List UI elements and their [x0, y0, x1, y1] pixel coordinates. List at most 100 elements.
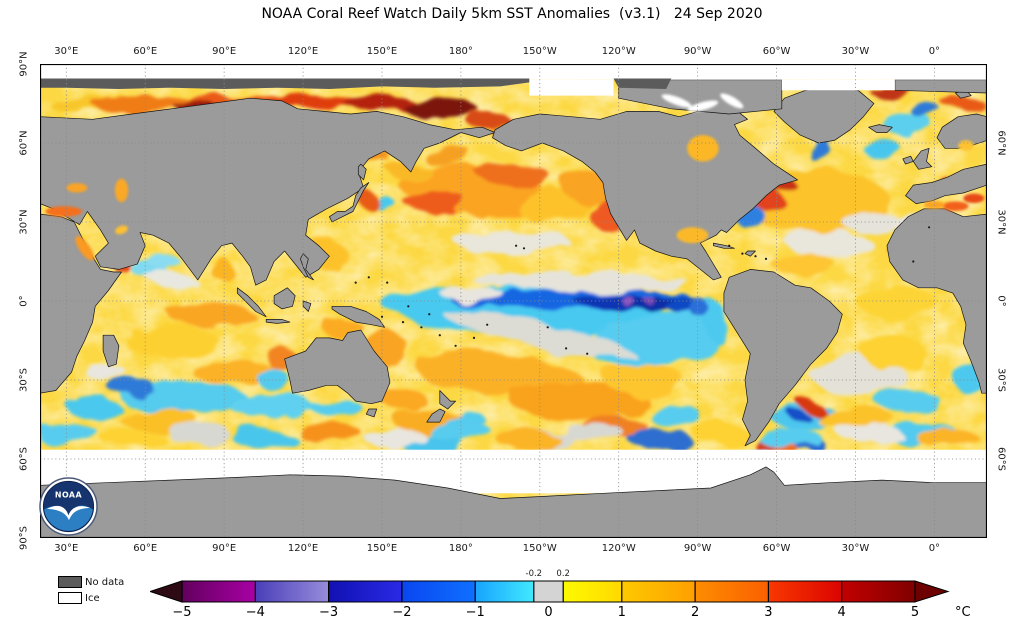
- colorbar-segment: [768, 581, 842, 602]
- anomaly-blob: [692, 423, 756, 442]
- y-tick-right: 60°N: [995, 130, 1007, 156]
- no-data-swatch: [58, 576, 82, 588]
- anomaly-blob: [466, 108, 509, 130]
- anomaly-blob: [455, 232, 572, 254]
- anomaly-blob: [876, 387, 940, 415]
- anomaly-blob: [796, 397, 826, 416]
- island-dot: [764, 257, 768, 260]
- anomaly-blob: [866, 139, 897, 158]
- y-tick-left: 90°N: [18, 51, 30, 77]
- land-australia: [284, 329, 391, 405]
- anomaly-blob: [758, 428, 822, 448]
- land-iceland: [868, 124, 893, 133]
- no-data-label: No data: [85, 576, 125, 588]
- land-hispaniola: [744, 250, 756, 257]
- inland-sea-blob: [720, 93, 744, 109]
- anomaly-blob: [650, 406, 703, 428]
- anomaly-blob: [939, 94, 982, 108]
- y-tick-left: 90°S: [18, 525, 30, 551]
- anomaly-blob: [363, 428, 427, 448]
- anomaly-blob: [205, 258, 233, 275]
- x-tick-top: 150°W: [522, 46, 557, 57]
- anomaly-blob: [915, 428, 980, 448]
- island-dot: [546, 326, 549, 329]
- anomaly-blob: [84, 364, 127, 380]
- inland-sea-blob: [958, 140, 974, 151]
- anomaly-blob: [308, 398, 361, 415]
- anomaly-blob: [642, 295, 653, 301]
- anomaly-blob: [626, 428, 690, 448]
- x-tick-top: 60°W: [762, 46, 791, 57]
- x-tick-top: 120°E: [287, 46, 319, 57]
- land-philippines: [300, 253, 314, 281]
- anomaly-blob: [855, 285, 935, 317]
- x-tick-top: 180°: [448, 46, 473, 57]
- colorbar-tick-label: −4: [246, 605, 265, 620]
- land-new-guinea: [331, 305, 385, 328]
- anomaly-blob: [689, 301, 711, 317]
- land-sumatra: [236, 287, 267, 318]
- anomaly-blob: [442, 309, 638, 361]
- anomaly-blob: [421, 148, 475, 165]
- x-tick-bottom: 60°W: [762, 543, 791, 554]
- legend-row-ice: Ice: [58, 590, 124, 606]
- ice-greenland-north-ice: [781, 79, 895, 91]
- ice-swatch: [58, 592, 82, 604]
- x-tick-bottom: 90°E: [212, 543, 237, 554]
- island-dot: [912, 260, 915, 263]
- colorbar-arrow-right: [914, 580, 950, 603]
- colorbar-tick-label: −5: [172, 605, 191, 620]
- x-tick-top: 120°W: [601, 46, 636, 57]
- land-europe-west: [905, 163, 987, 204]
- inland-sea-blob: [114, 178, 129, 203]
- anomaly-blob: [261, 372, 293, 394]
- inland-sea-blob: [687, 100, 719, 112]
- anomaly-blob: [108, 380, 156, 396]
- sst-anomaly-colorbar: −5 −4 −3 −2 −1 0 1 2 3 4 5 -0.2 0.2 °C: [148, 566, 990, 622]
- x-tick-top: 0°: [928, 46, 941, 57]
- anomaly-blob: [195, 361, 280, 388]
- ice-label: Ice: [85, 592, 100, 604]
- anomaly-blob: [771, 253, 835, 275]
- map-legend: No data Ice: [58, 574, 124, 606]
- anomaly-blob: [863, 337, 927, 370]
- land-africa-east: [40, 213, 122, 394]
- anomaly-blob: [229, 395, 314, 417]
- colorbar-inner-label: -0.2: [526, 569, 543, 579]
- colorbar-tick-label: 5: [911, 605, 919, 620]
- land-arctic-corner: [894, 79, 987, 94]
- x-tick-top: 60°E: [133, 46, 158, 57]
- colorbar-segment: [695, 581, 769, 602]
- anomaly-blob: [124, 324, 219, 357]
- land-new-zealand-south: [426, 408, 446, 423]
- land-tasmania: [365, 408, 378, 418]
- anomaly-blob: [910, 104, 943, 118]
- island-dot: [367, 276, 370, 279]
- x-tick-bottom: 120°E: [287, 543, 319, 554]
- anomaly-blob: [297, 423, 361, 442]
- island-dot: [438, 334, 441, 337]
- x-tick-top: 30°W: [841, 46, 870, 57]
- colorbar-segment: [401, 581, 476, 602]
- anomaly-blob: [147, 253, 180, 270]
- x-tick-top: 30°E: [54, 46, 79, 57]
- colorbar-tick-label: −2: [392, 605, 411, 620]
- inland-sea-blobs: [45, 93, 985, 261]
- noaa-logo-text: NOAA: [55, 491, 83, 500]
- land-borneo: [273, 287, 296, 310]
- anomaly-blob: [147, 272, 196, 288]
- island-dot: [586, 352, 589, 355]
- colorbar-tick-label: −3: [319, 605, 338, 620]
- land-madagascar: [102, 334, 120, 368]
- colorbar-arrow-left: [148, 580, 183, 603]
- anomaly-blob: [474, 163, 553, 186]
- land-eurasia: [40, 97, 496, 286]
- island-dot: [428, 313, 431, 316]
- inland-sea-blob: [661, 94, 692, 108]
- colorbar-segment: [328, 581, 402, 602]
- x-tick-bottom: 150°E: [366, 543, 398, 554]
- island-dot: [380, 315, 384, 318]
- island-dot: [386, 281, 389, 284]
- anomaly-blob: [382, 385, 424, 412]
